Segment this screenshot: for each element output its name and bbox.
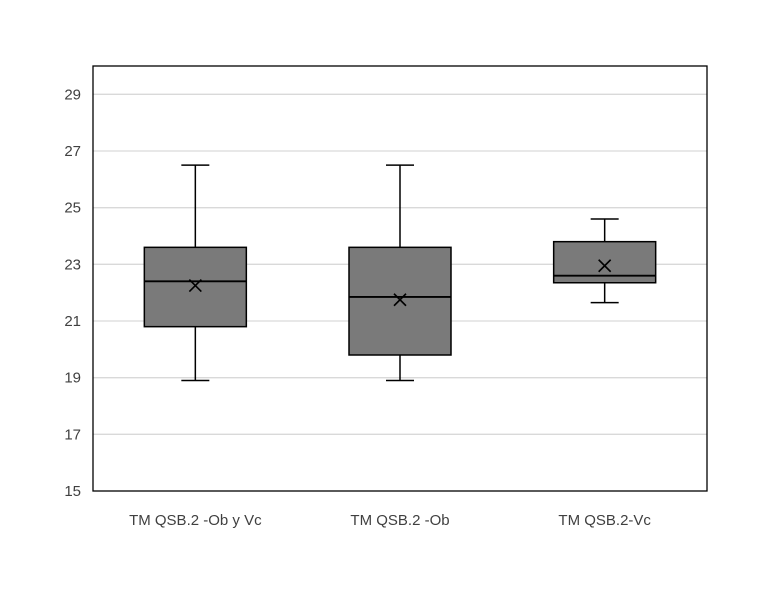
x-category-label: TM QSB.2-Vc (558, 512, 651, 529)
y-tick-label-23: 23 (64, 256, 81, 273)
y-tick-label-19: 19 (64, 370, 81, 387)
x-category-label: TM QSB.2 -Ob (350, 512, 449, 529)
box-3 (552, 218, 657, 304)
mean-marker (598, 259, 612, 273)
box-1 (143, 164, 248, 382)
y-tick-label-27: 27 (64, 143, 81, 160)
boxes (143, 164, 657, 382)
mean-marker (393, 293, 407, 307)
y-tick-label-29: 29 (64, 86, 81, 103)
iqr-box (348, 246, 452, 356)
x-category-label: TM QSB.2 -Ob y Vc (129, 512, 262, 529)
y-axis-ticks: 15 17 19 21 23 25 27 29 (64, 86, 81, 500)
plot-area-border (92, 65, 708, 492)
mean-marker (188, 279, 202, 293)
iqr-box (143, 246, 248, 328)
y-tick-label-15: 15 (64, 483, 81, 500)
box-2 (348, 164, 452, 382)
y-tick-label-21: 21 (64, 313, 81, 330)
iqr-box (552, 240, 657, 284)
y-tick-label-17: 17 (64, 426, 81, 443)
y-tick-label-25: 25 (64, 200, 81, 217)
x-axis-labels: TM QSB.2 -Ob y Vc TM QSB.2 -Ob TM QSB.2-Vc (129, 512, 651, 529)
